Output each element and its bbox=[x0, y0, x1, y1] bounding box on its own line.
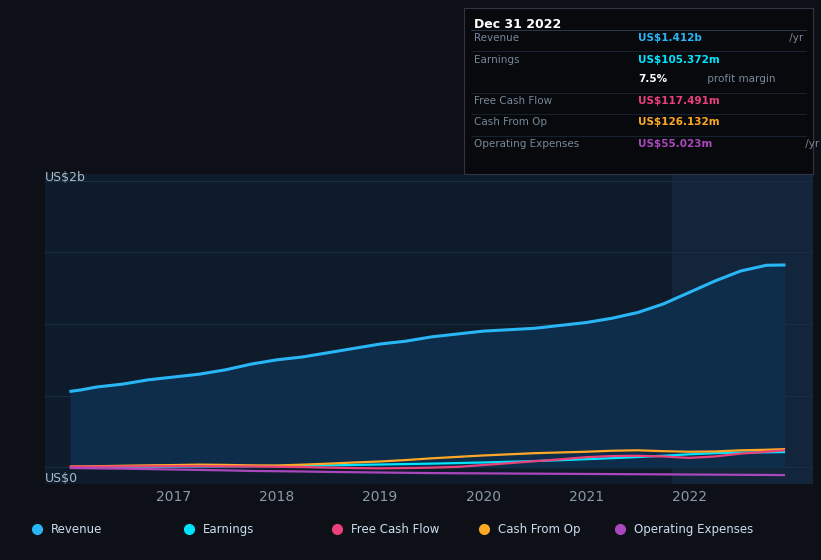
Text: US$0: US$0 bbox=[45, 472, 78, 484]
Text: US$117.491m: US$117.491m bbox=[639, 96, 720, 106]
Text: Revenue: Revenue bbox=[51, 522, 103, 535]
Text: Operating Expenses: Operating Expenses bbox=[475, 139, 580, 149]
Text: Dec 31 2022: Dec 31 2022 bbox=[475, 18, 562, 31]
Bar bbox=[672, 174, 813, 484]
Text: US$1.412b: US$1.412b bbox=[639, 33, 702, 43]
Text: US$126.132m: US$126.132m bbox=[639, 118, 720, 128]
Text: Free Cash Flow: Free Cash Flow bbox=[351, 522, 439, 535]
Text: /yr: /yr bbox=[819, 118, 821, 128]
Text: 7.5%: 7.5% bbox=[639, 74, 667, 85]
Text: Revenue: Revenue bbox=[475, 33, 520, 43]
Text: /yr: /yr bbox=[802, 139, 819, 149]
Text: Operating Expenses: Operating Expenses bbox=[634, 522, 753, 535]
Text: profit margin: profit margin bbox=[704, 74, 775, 85]
Text: /yr: /yr bbox=[819, 55, 821, 64]
Text: US$105.372m: US$105.372m bbox=[639, 55, 720, 64]
Text: Cash From Op: Cash From Op bbox=[475, 118, 548, 128]
Text: US$2b: US$2b bbox=[45, 171, 86, 184]
Text: US$55.023m: US$55.023m bbox=[639, 139, 713, 149]
Text: Cash From Op: Cash From Op bbox=[498, 522, 580, 535]
Text: /yr: /yr bbox=[786, 33, 803, 43]
Text: /yr: /yr bbox=[819, 96, 821, 106]
Text: Earnings: Earnings bbox=[203, 522, 255, 535]
Text: Free Cash Flow: Free Cash Flow bbox=[475, 96, 553, 106]
Text: Earnings: Earnings bbox=[475, 55, 520, 64]
